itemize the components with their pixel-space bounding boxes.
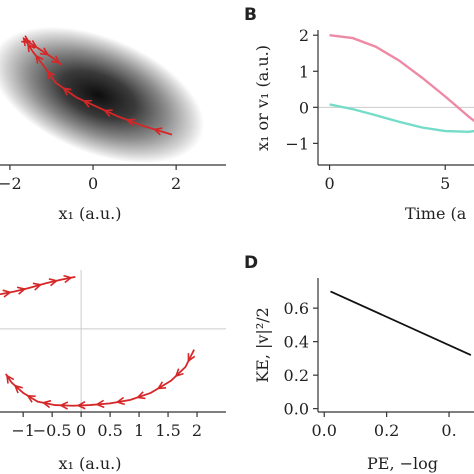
panel-b-ticks: 0 5 2 1 0 −1 [285,26,450,193]
panel-b-letter: B [244,5,257,25]
panel-c: −1−0.5 0 0.5 1 1.5 2 x₁ (a.u.) [0,270,226,473]
trajectory-arrow [28,40,38,49]
trajectory-arrow [58,401,69,410]
trajectory-arrow [76,401,86,410]
x-tick-label: 1.5 [155,421,180,440]
x-tick-label: 5 [440,174,450,193]
x-tick-label: 0. [441,421,456,440]
y-tick-label: 0.4 [284,333,309,352]
panel-d-series [330,290,472,356]
series-line-0 [329,34,474,123]
y-tick-label: 0.6 [284,299,309,318]
series-line-0 [330,290,472,356]
y-tick-label: 0.0 [284,400,309,419]
y-tick-label: −1 [285,134,309,153]
trajectory-arrow [115,396,126,406]
trajectory-arrow [41,399,52,409]
trajectory-line [5,349,195,407]
y-tick-label: 2 [299,26,309,45]
panel-d-letter: D [244,253,258,273]
panel-c-x-label: x₁ (a.u.) [58,454,121,473]
trajectory-arrow [187,353,196,363]
trajectory-arrow [125,118,136,127]
trajectory-arrow [152,127,163,136]
panel-a-x-label: x₁ (a.u.) [58,204,121,223]
trajectory-arrow [62,87,72,96]
series-line-1 [329,103,474,134]
y-tick-label: 1 [299,62,309,81]
trajectory-arrow [174,368,184,378]
trajectory-arrow [39,47,50,56]
trajectory-arrow [48,278,59,287]
density-blob [0,26,205,164]
x-tick-label: 2 [171,174,181,193]
panel-b-x-label: Time (a [405,204,467,223]
x-tick-label: 1 [134,421,144,440]
trajectory-arrow [35,54,44,64]
trajectory-arrow [16,286,27,295]
panel-a-trajectory [21,35,173,136]
trajectory-arrow [135,391,146,400]
trajectory-arrow [95,399,105,409]
trajectory-line [0,276,76,296]
x-tick-label: 0.0 [312,421,337,440]
x-tick-label: 0 [324,174,334,193]
panel-b-series [329,34,474,134]
panel-d-x-label: PE, −log [367,454,438,473]
trajectory-arrow [2,289,12,298]
panel-c-trajectory [0,274,196,410]
trajectory-arrow [103,109,113,118]
panel-d-y-label: KE, |v|²/2 [253,307,272,383]
panel-a: −2 0 2 x₁ (a.u.) [0,26,226,223]
panel-b-y-label: x₁ or v₁ (a.u.) [253,45,272,151]
x-tick-label: 2 [192,421,202,440]
x-tick-label: −2 [0,174,22,193]
trajectory-arrow [63,274,73,284]
panel-d: D 0.0 0.2 0. 0.6 0.4 0.2 0.0 KE, |v|²/2 PE, −l… [244,253,474,473]
x-tick-label: 0 [88,174,98,193]
x-tick-label: −1 [11,421,35,440]
y-tick-label: 0.2 [284,366,309,385]
trajectory-arrow [46,69,55,80]
x-tick-label: −0.5 [33,421,72,440]
panel-d-ticks: 0.0 0.2 0. 0.6 0.4 0.2 0.0 [284,299,457,440]
trajectory-arrow [26,394,36,403]
trajectory-arrow [6,374,15,384]
trajectory-arrow [82,99,92,108]
panel-c-x-ticks: −1−0.5 0 0.5 1 1.5 2 [11,412,202,440]
x-tick-label: 0 [76,421,86,440]
trajectory-arrow [21,35,31,44]
panel-a-x-ticks: −2 0 2 [0,165,181,193]
x-tick-label: 0.5 [97,421,122,440]
trajectory-arrow [32,282,43,291]
trajectory-arrow [156,381,167,390]
panel-b: B 0 5 2 1 0 −1 x₁ or v₁ (a.u.) Time (a [244,5,474,223]
trajectory-arrow [51,55,61,64]
trajectory-arrow [13,384,23,394]
x-tick-label: 0.2 [374,421,399,440]
y-tick-label: 0 [299,98,309,117]
